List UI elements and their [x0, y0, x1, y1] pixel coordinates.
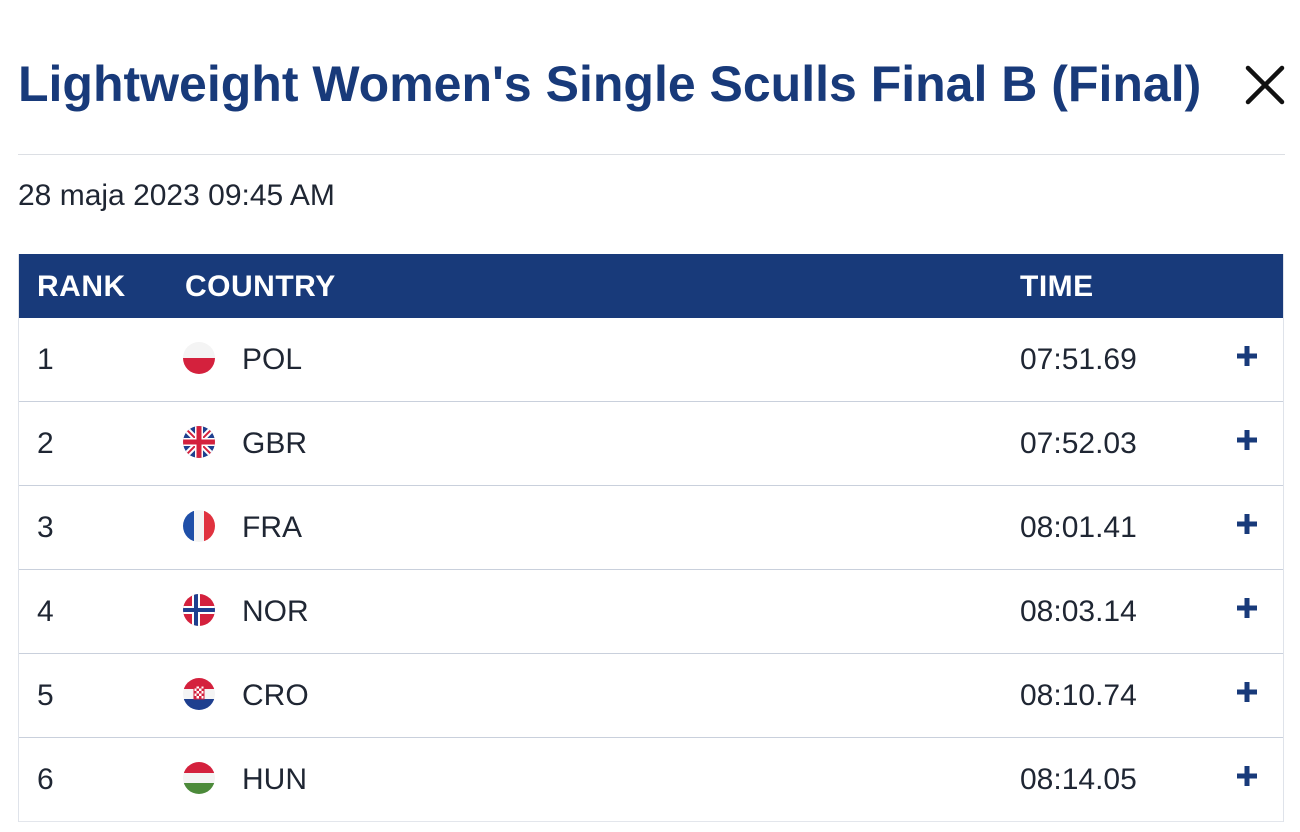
expand-plus-icon[interactable] — [1235, 764, 1259, 788]
expand-plus-icon[interactable] — [1235, 596, 1259, 620]
table-row[interactable]: 2 GBR 07:52.03 — [19, 402, 1283, 486]
rank-cell: 4 — [37, 595, 54, 628]
time-cell: 08:01.41 — [1020, 511, 1137, 544]
expand-plus-icon[interactable] — [1235, 428, 1259, 452]
france-flag-icon — [183, 510, 215, 542]
expand-plus-icon[interactable] — [1235, 680, 1259, 704]
rank-cell: 6 — [37, 763, 54, 796]
table-header: RANK COUNTRY TIME — [19, 254, 1283, 318]
time-cell: 07:52.03 — [1020, 427, 1137, 460]
uk-flag-icon — [183, 426, 215, 458]
hungary-flag-icon — [183, 762, 215, 794]
rank-cell: 1 — [37, 343, 54, 376]
country-cell: CRO — [242, 679, 309, 712]
header-divider — [18, 154, 1285, 155]
croatia-flag-icon — [183, 678, 215, 710]
country-cell: NOR — [242, 595, 309, 628]
rank-cell: 5 — [37, 679, 54, 712]
country-cell: GBR — [242, 427, 308, 460]
country-cell: FRA — [242, 511, 302, 544]
country-cell: POL — [242, 343, 303, 376]
country-cell: HUN — [242, 763, 307, 796]
poland-flag-icon — [183, 342, 215, 374]
page-title: Lightweight Women's Single Sculls Final … — [18, 56, 1202, 112]
table-row[interactable]: 1 POL 07:51.69 — [19, 318, 1283, 402]
expand-plus-icon[interactable] — [1235, 344, 1259, 368]
rank-cell: 2 — [37, 427, 54, 460]
time-cell: 08:03.14 — [1020, 595, 1137, 628]
table-row[interactable]: 3 FRA 08:01.41 — [19, 486, 1283, 570]
expand-plus-icon[interactable] — [1235, 512, 1259, 536]
table-row[interactable]: 6 HUN 08:14.05 — [19, 738, 1283, 822]
rank-cell: 3 — [37, 511, 54, 544]
time-cell: 07:51.69 — [1020, 343, 1137, 376]
norway-flag-icon — [183, 594, 215, 626]
time-cell: 08:14.05 — [1020, 763, 1137, 796]
table-row[interactable]: 5 CRO 08:10.74 — [19, 654, 1283, 738]
column-header-rank: RANK — [37, 270, 126, 303]
results-table: RANK COUNTRY TIME 1 POL 07:51.69 2 — [18, 254, 1284, 822]
column-header-country: COUNTRY — [185, 270, 336, 303]
race-datetime: 28 maja 2023 09:45 AM — [18, 179, 335, 212]
time-cell: 08:10.74 — [1020, 679, 1137, 712]
close-icon[interactable] — [1244, 64, 1286, 106]
table-row[interactable]: 4 NOR 08:03.14 — [19, 570, 1283, 654]
column-header-time: TIME — [1020, 270, 1094, 303]
